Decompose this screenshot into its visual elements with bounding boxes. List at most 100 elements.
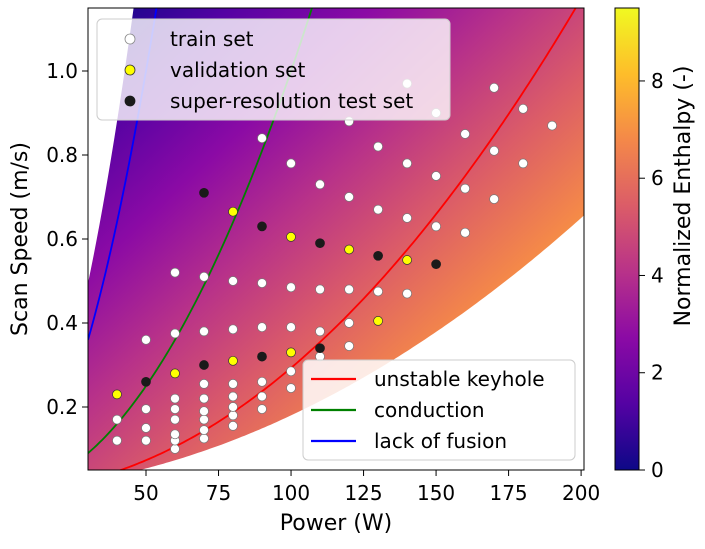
y-tick-label: 0.2 — [46, 395, 78, 419]
validation-point — [170, 368, 180, 379]
colorbar — [614, 7, 640, 471]
train-point — [199, 414, 209, 425]
train-point — [257, 133, 267, 144]
train-point — [199, 425, 209, 435]
train-point — [257, 391, 267, 402]
x-tick-label: 175 — [489, 481, 527, 505]
train-point — [460, 227, 470, 238]
x-tick-label: 50 — [133, 481, 158, 505]
train-point — [199, 379, 209, 389]
train-point — [402, 158, 412, 169]
colorbar-tick-label: 4 — [651, 263, 664, 287]
train-point — [489, 145, 499, 156]
train-point — [286, 282, 296, 293]
train-point — [228, 276, 238, 286]
train-point — [518, 103, 528, 114]
test-point — [257, 221, 267, 232]
test-point — [141, 376, 151, 387]
train-point — [373, 204, 383, 215]
colorbar-label: Normalized Enthalpy (-) — [671, 66, 696, 327]
colorbar-tick-label: 2 — [651, 361, 664, 385]
validation-point — [402, 255, 412, 265]
colorbar-ticks: 0 2 4 6 8 — [639, 69, 664, 482]
y-tick-label: 1.0 — [46, 59, 78, 83]
legend-keyhole-label: unstable keyhole — [374, 367, 545, 391]
train-point — [199, 406, 209, 417]
train-point — [228, 421, 238, 431]
test-point — [257, 351, 267, 362]
x-tick-label: 100 — [272, 481, 310, 505]
train-point — [460, 183, 470, 194]
train-point — [141, 435, 151, 446]
legend-test-marker — [124, 95, 136, 107]
colorbar-tick-label: 6 — [651, 166, 664, 190]
y-axis-label: Scan Speed (m/s) — [8, 142, 33, 336]
train-point — [112, 435, 122, 446]
train-point — [402, 213, 412, 223]
legend-conduction-label: conduction — [374, 398, 485, 422]
train-point — [170, 404, 180, 414]
train-point — [170, 328, 180, 339]
train-point — [228, 402, 238, 412]
train-point — [315, 326, 325, 337]
train-point — [547, 120, 557, 131]
train-point — [373, 141, 383, 152]
train-point — [286, 383, 296, 393]
train-point — [199, 393, 209, 404]
train-point — [170, 444, 180, 454]
train-point — [170, 393, 180, 404]
train-point — [141, 334, 151, 345]
validation-point — [286, 347, 296, 358]
train-point — [199, 271, 209, 282]
train-point — [489, 82, 499, 93]
test-point — [431, 259, 441, 270]
legend-validation-label: validation set — [170, 58, 306, 82]
train-point — [286, 366, 296, 377]
train-point — [141, 423, 151, 433]
train-point — [489, 194, 499, 204]
train-point — [228, 324, 238, 335]
x-tick-label: 75 — [206, 481, 231, 505]
train-point — [431, 221, 441, 232]
y-tick-label: 0.8 — [46, 143, 78, 167]
test-point — [373, 250, 383, 261]
train-point — [112, 414, 122, 425]
train-point — [228, 410, 238, 421]
train-point — [170, 414, 180, 425]
train-point — [315, 179, 325, 190]
scatter-legend: train set validation set super-resolutio… — [96, 18, 451, 121]
test-point — [199, 360, 209, 370]
legend-test-label: super-resolution test set — [170, 89, 413, 113]
colorbar-tick-label: 0 — [651, 458, 664, 482]
colorbar-tick-label: 8 — [651, 69, 664, 93]
train-point — [170, 429, 180, 440]
validation-point — [373, 316, 383, 326]
x-tick-label: 125 — [344, 481, 382, 505]
test-point — [315, 238, 325, 249]
conduction-boundary — [88, 8, 313, 454]
train-point — [286, 158, 296, 169]
legend-fusion-label: lack of fusion — [374, 429, 507, 453]
y-tick-label: 0.6 — [46, 227, 78, 251]
train-point — [170, 267, 180, 278]
train-point — [344, 284, 354, 295]
train-point — [141, 404, 151, 414]
train-point — [402, 288, 412, 299]
legend-validation-marker — [124, 64, 136, 76]
y-axis: 0.2 0.4 0.6 0.8 1.0 — [46, 59, 88, 419]
x-axis: 50 75 100 125 150 175 200 — [133, 470, 600, 505]
boundary-legend: unstable keyhole conduction lack of fusi… — [302, 359, 576, 461]
legend-train-label: train set — [170, 27, 254, 51]
test-point — [199, 187, 209, 198]
validation-point — [286, 232, 296, 242]
train-point — [315, 284, 325, 295]
validation-point — [112, 389, 122, 400]
validation-point — [228, 206, 238, 217]
validation-point — [344, 244, 354, 255]
x-tick-label: 200 — [562, 481, 600, 505]
scatter-points — [112, 78, 557, 454]
train-point — [518, 158, 528, 169]
train-point — [431, 171, 441, 181]
train-point — [228, 391, 238, 402]
